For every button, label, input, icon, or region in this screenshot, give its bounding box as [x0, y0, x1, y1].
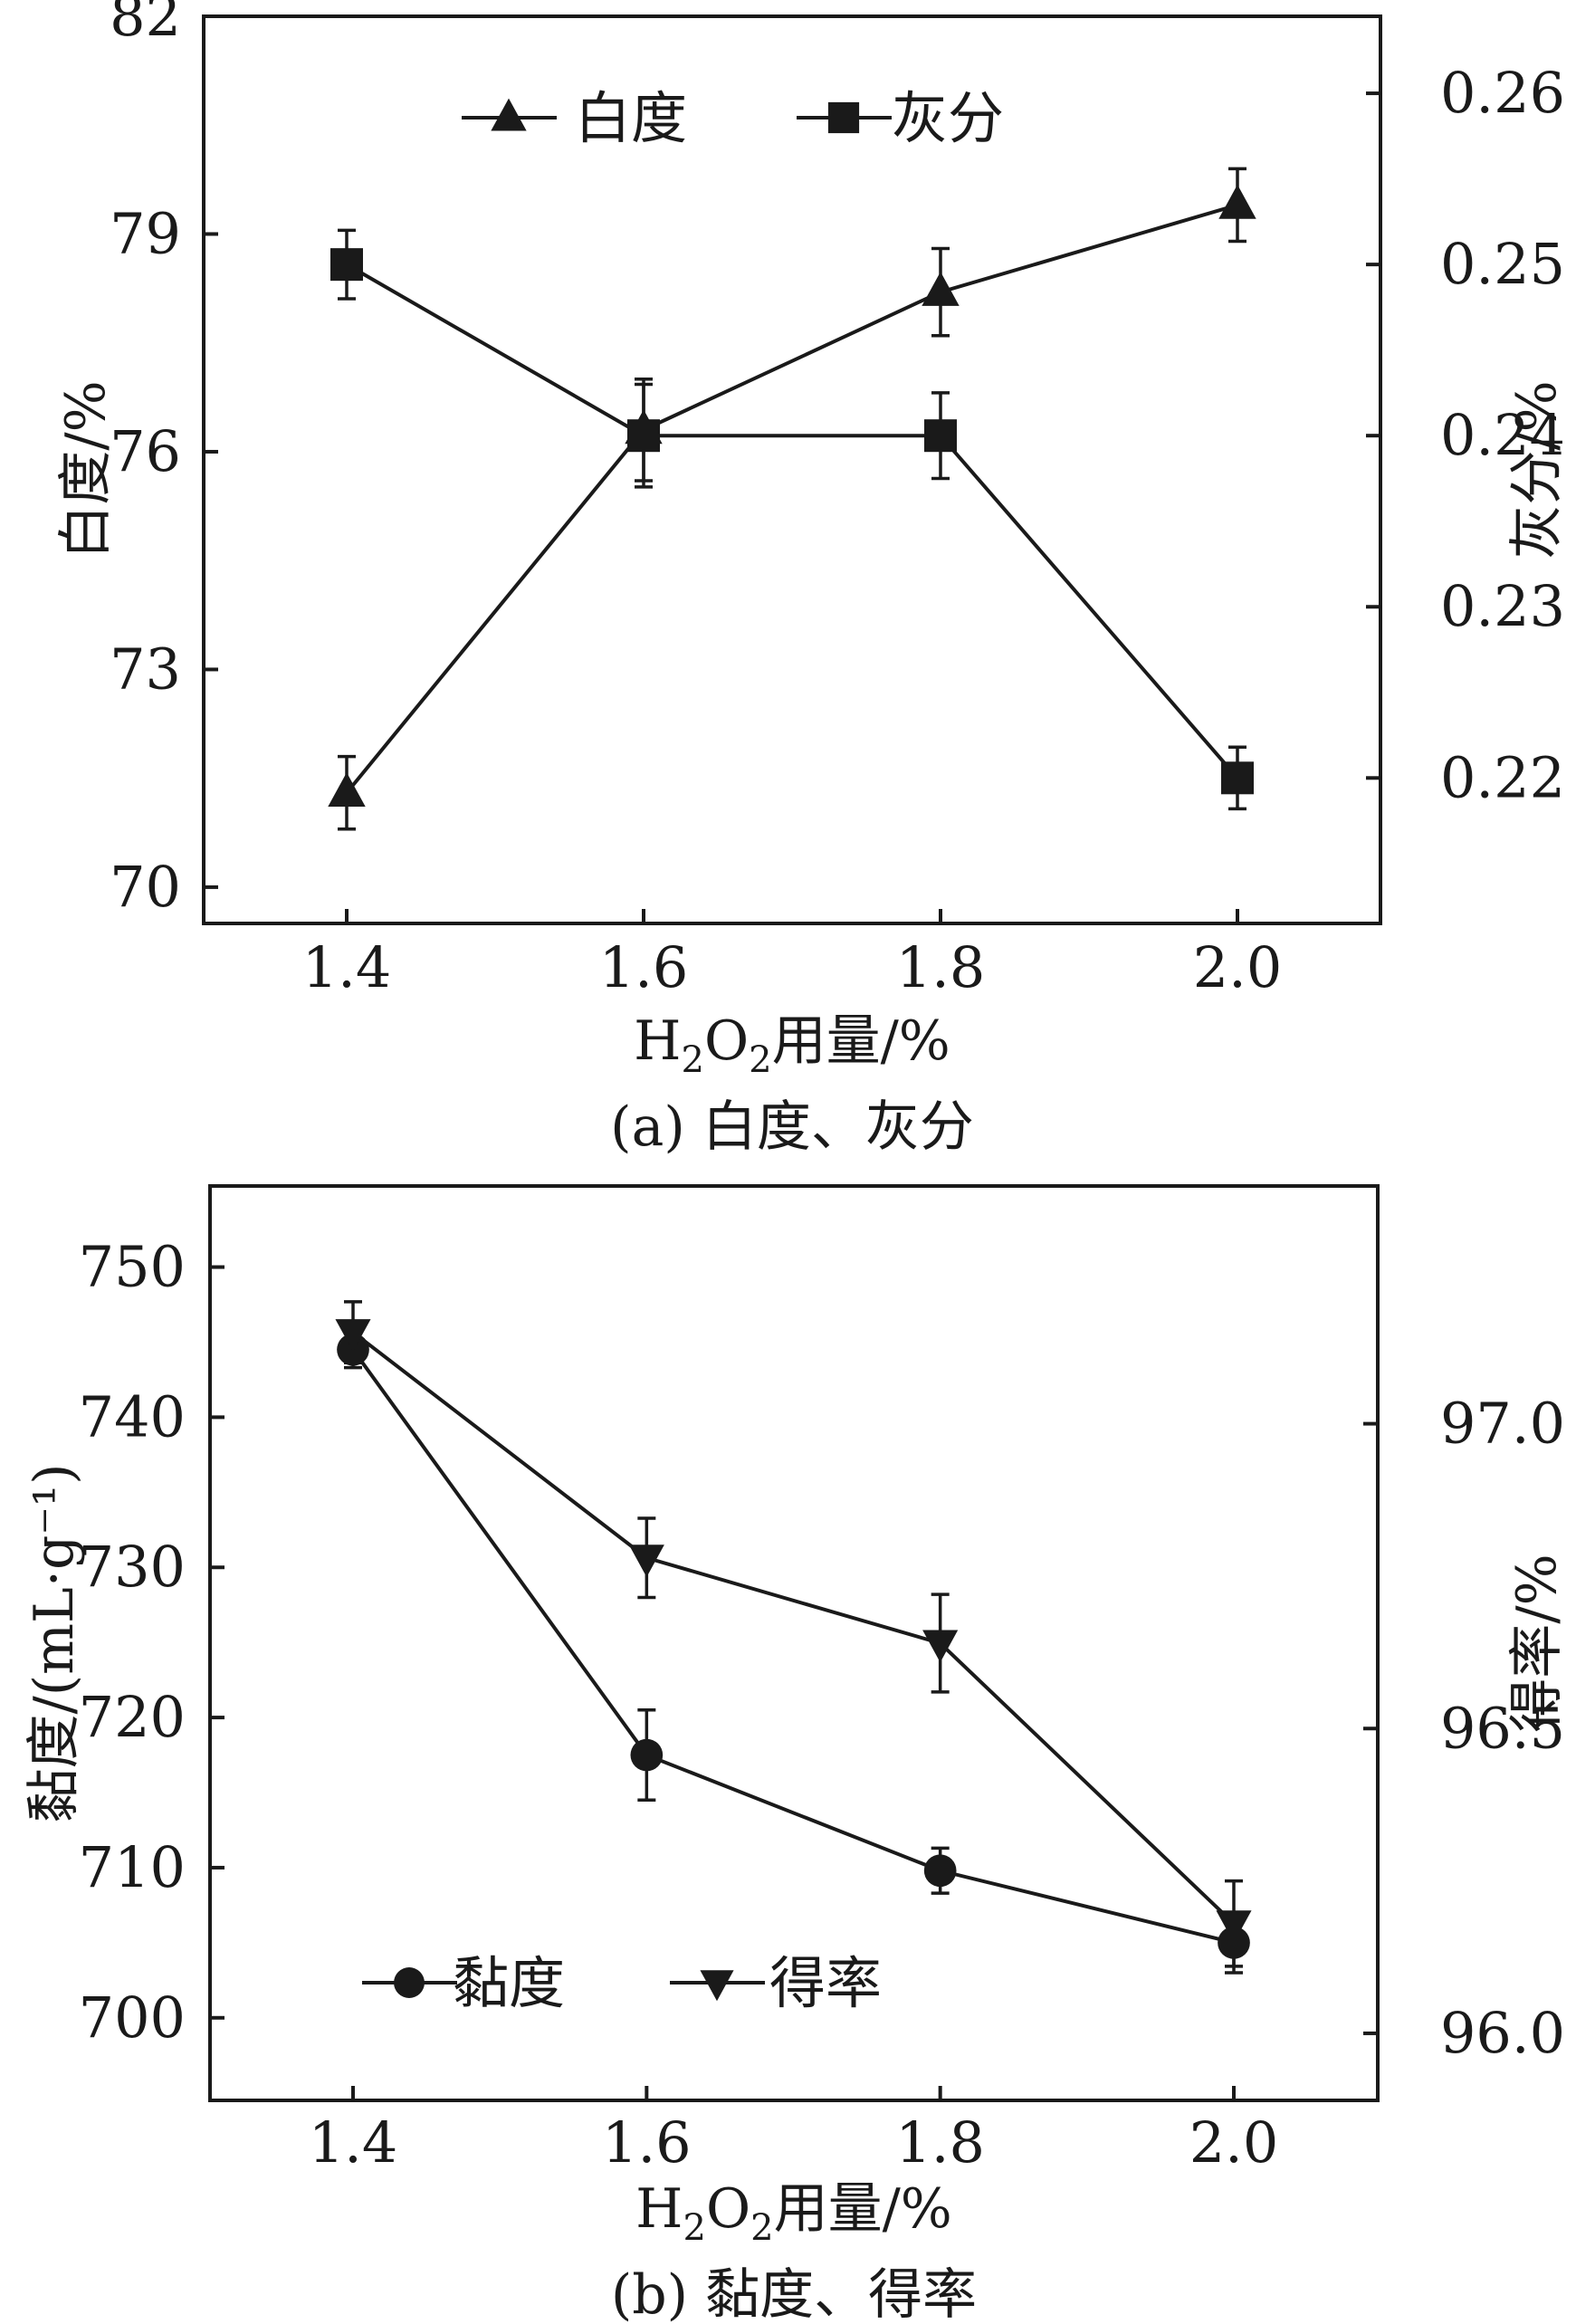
data-point: [1218, 184, 1256, 219]
x-axis-title-part: 2: [749, 1039, 771, 1081]
data-point: [328, 772, 366, 808]
data-point: [630, 1738, 664, 1772]
legend-label: 白度: [575, 85, 687, 151]
data-point: [1221, 761, 1254, 795]
left-y-tick-label: 700: [79, 1984, 186, 2051]
series-line: [351, 1348, 1235, 1945]
x-axis-title-part: 用量/%: [774, 2177, 952, 2241]
chart-panel-a: 1.4 1.6 1.8 2.0 70 73 76 79 82 0.22 0.23 0.24 0.25 0.…: [54, 0, 1569, 1159]
data-point: [627, 419, 660, 453]
right-y-tick-label: 96.0: [1440, 2000, 1565, 2066]
right-y-tick-label: 0.25: [1440, 231, 1565, 297]
x-axis-title-part: 2: [681, 1039, 703, 1081]
series-1: [335, 1300, 1252, 1968]
plot-frame: [208, 1184, 1380, 2102]
x-tick-label: 1.6: [602, 2109, 692, 2176]
left-axis-title: 黏度/(mL·g⁻¹): [23, 1464, 86, 1823]
left-y-tick-label: 740: [79, 1383, 186, 1449]
legend-entry: 得率: [670, 1950, 882, 2016]
legend-marker: [700, 1970, 734, 2002]
chart-panel-b: 1.4 1.6 1.8 2.0 700 710 720 730 740 750 96.0 96.5 97…: [23, 1184, 1569, 2324]
panel-caption: (a) 白度、灰分: [610, 1095, 974, 1159]
series-line: [351, 1331, 1236, 1926]
left-y-tick-label: 710: [79, 1834, 186, 1900]
x-tick-label: 1.8: [895, 2109, 985, 2176]
x-tick-label: 1.4: [309, 2109, 398, 2176]
series-0: [328, 167, 1256, 831]
series-line: [345, 203, 1238, 794]
right-axis-title: 灰分/%: [1505, 380, 1569, 559]
x-axis-title-part: H: [635, 2177, 683, 2241]
x-tick-label: 1.8: [896, 934, 986, 1000]
x-axis-title-part: 2: [683, 2207, 705, 2249]
left-y-tick-label: 750: [79, 1234, 186, 1300]
right-y-tick-label: 0.22: [1440, 744, 1565, 810]
data-point: [330, 248, 363, 282]
left-y-tick-label: 76: [110, 418, 181, 484]
legend-entry: 白度: [462, 85, 687, 151]
x-axis-title-part: 用量/%: [772, 1009, 950, 1073]
data-point: [922, 1630, 959, 1663]
data-point: [1216, 1910, 1252, 1943]
left-y-tick-label: 730: [79, 1534, 186, 1600]
legend-marker: [827, 101, 860, 134]
x-axis-title-part: H: [634, 1009, 681, 1073]
legend-label: 灰分: [892, 85, 1004, 151]
data-point: [628, 1545, 664, 1577]
x-axis-title-part: 2: [750, 2207, 773, 2249]
legend-marker: [491, 98, 527, 131]
panel-caption: (b) 黏度、得率: [611, 2263, 977, 2324]
right-y-tick-label: 0.26: [1440, 60, 1565, 126]
x-tick-label: 2.0: [1189, 2109, 1279, 2176]
right-y-tick-label: 0.23: [1440, 573, 1565, 639]
data-point: [923, 1854, 957, 1888]
left-y-tick-label: 73: [110, 636, 181, 702]
data-point: [335, 1319, 371, 1352]
x-tick-label: 1.4: [302, 934, 392, 1000]
left-y-tick-label: 720: [79, 1684, 186, 1750]
right-axis-title: 得率/%: [1505, 1554, 1569, 1732]
legend-label: 得率: [769, 1950, 882, 2016]
x-axis-title-part: O: [704, 1009, 749, 1073]
x-tick-label: 1.6: [599, 934, 689, 1000]
data-point: [922, 272, 960, 306]
x-tick-label: 2.0: [1193, 934, 1283, 1000]
series-0: [337, 1330, 1250, 1975]
legend-label: 黏度: [453, 1950, 565, 2016]
legend-entry: 黏度: [362, 1950, 565, 2016]
left-y-tick-label: 82: [110, 0, 181, 49]
legend-entry: 灰分: [797, 85, 1004, 151]
right-y-tick-label: 96.5: [1440, 1695, 1565, 1761]
left-y-tick-label: 79: [110, 200, 181, 266]
data-point: [924, 419, 957, 453]
left-axis-title: 白度/%: [54, 380, 118, 559]
right-y-tick-label: 97.0: [1440, 1391, 1565, 1457]
x-axis-title: H2O2用量/%: [635, 2177, 952, 2249]
right-y-tick-label: 0.24: [1440, 402, 1565, 468]
x-axis-title: H2O2用量/%: [634, 1009, 950, 1081]
legend-marker: [394, 1967, 425, 1998]
x-axis-title-part: O: [706, 2177, 750, 2241]
left-y-tick-label: 70: [110, 854, 181, 920]
series-1: [330, 228, 1254, 811]
series-line: [346, 263, 1239, 779]
plot-frame: [202, 14, 1382, 925]
